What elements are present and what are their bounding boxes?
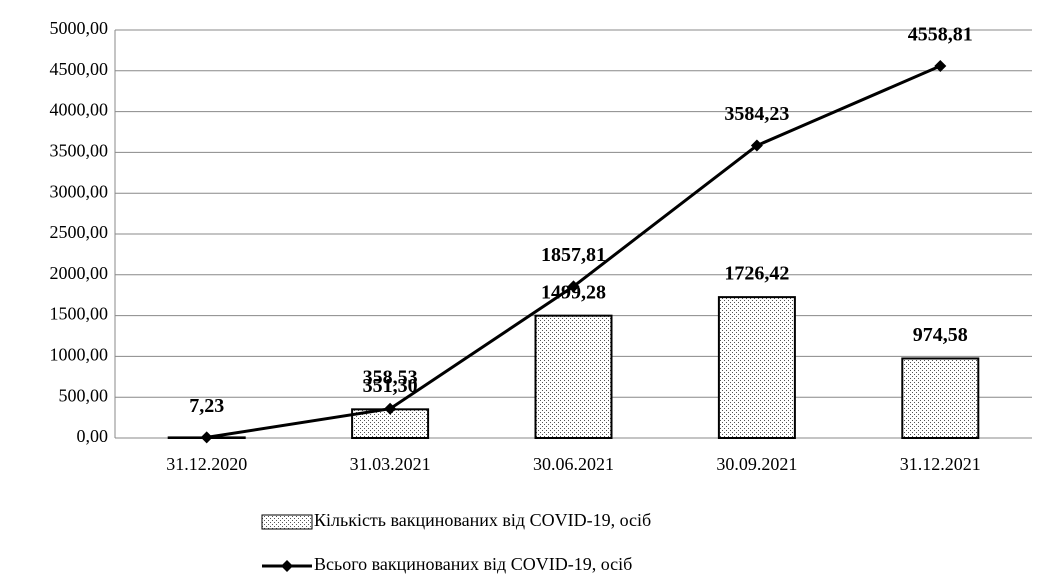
marker xyxy=(567,280,580,293)
x-tick-label: 31.12.2021 xyxy=(900,454,981,474)
legend-label: Всього вакцинованих від COVID-19, осіб xyxy=(314,554,632,574)
y-tick-label: 3500,00 xyxy=(50,141,109,161)
data-label: 974,58 xyxy=(913,324,968,346)
marker xyxy=(934,60,947,73)
y-tick-label: 5000,00 xyxy=(50,18,109,38)
legend-marker xyxy=(281,560,293,572)
legend-swatch xyxy=(261,514,313,530)
y-tick-label: 3000,00 xyxy=(50,181,109,201)
data-label: 358,53 xyxy=(363,366,418,388)
bar xyxy=(901,357,980,439)
bar xyxy=(717,296,796,439)
data-label: 3584,23 xyxy=(724,103,789,125)
x-tick-label: 31.03.2021 xyxy=(350,454,431,474)
bar xyxy=(534,314,613,439)
marker xyxy=(750,139,763,152)
data-label: 1857,81 xyxy=(541,244,606,266)
legend-label: Кількість вакцинованих від COVID-19, осі… xyxy=(314,510,651,530)
y-tick-label: 0,00 xyxy=(77,426,109,446)
y-tick-label: 1000,00 xyxy=(50,345,109,365)
y-tick-label: 4000,00 xyxy=(50,100,109,120)
y-tick-label: 500,00 xyxy=(59,385,109,405)
x-tick-label: 30.06.2021 xyxy=(533,454,614,474)
x-tick-label: 30.09.2021 xyxy=(716,454,797,474)
marker xyxy=(384,402,397,415)
y-tick-label: 2000,00 xyxy=(50,263,109,283)
y-tick-label: 1500,00 xyxy=(50,304,109,324)
marker xyxy=(200,431,213,444)
data-label: 1726,42 xyxy=(724,263,789,285)
data-label: 351,30 xyxy=(363,375,418,397)
data-label: 4558,81 xyxy=(908,24,973,46)
y-tick-label: 2500,00 xyxy=(50,222,109,242)
y-tick-label: 4500,00 xyxy=(50,59,109,79)
x-tick-label: 31.12.2020 xyxy=(166,454,247,474)
data-label: 7,23 xyxy=(189,395,224,417)
